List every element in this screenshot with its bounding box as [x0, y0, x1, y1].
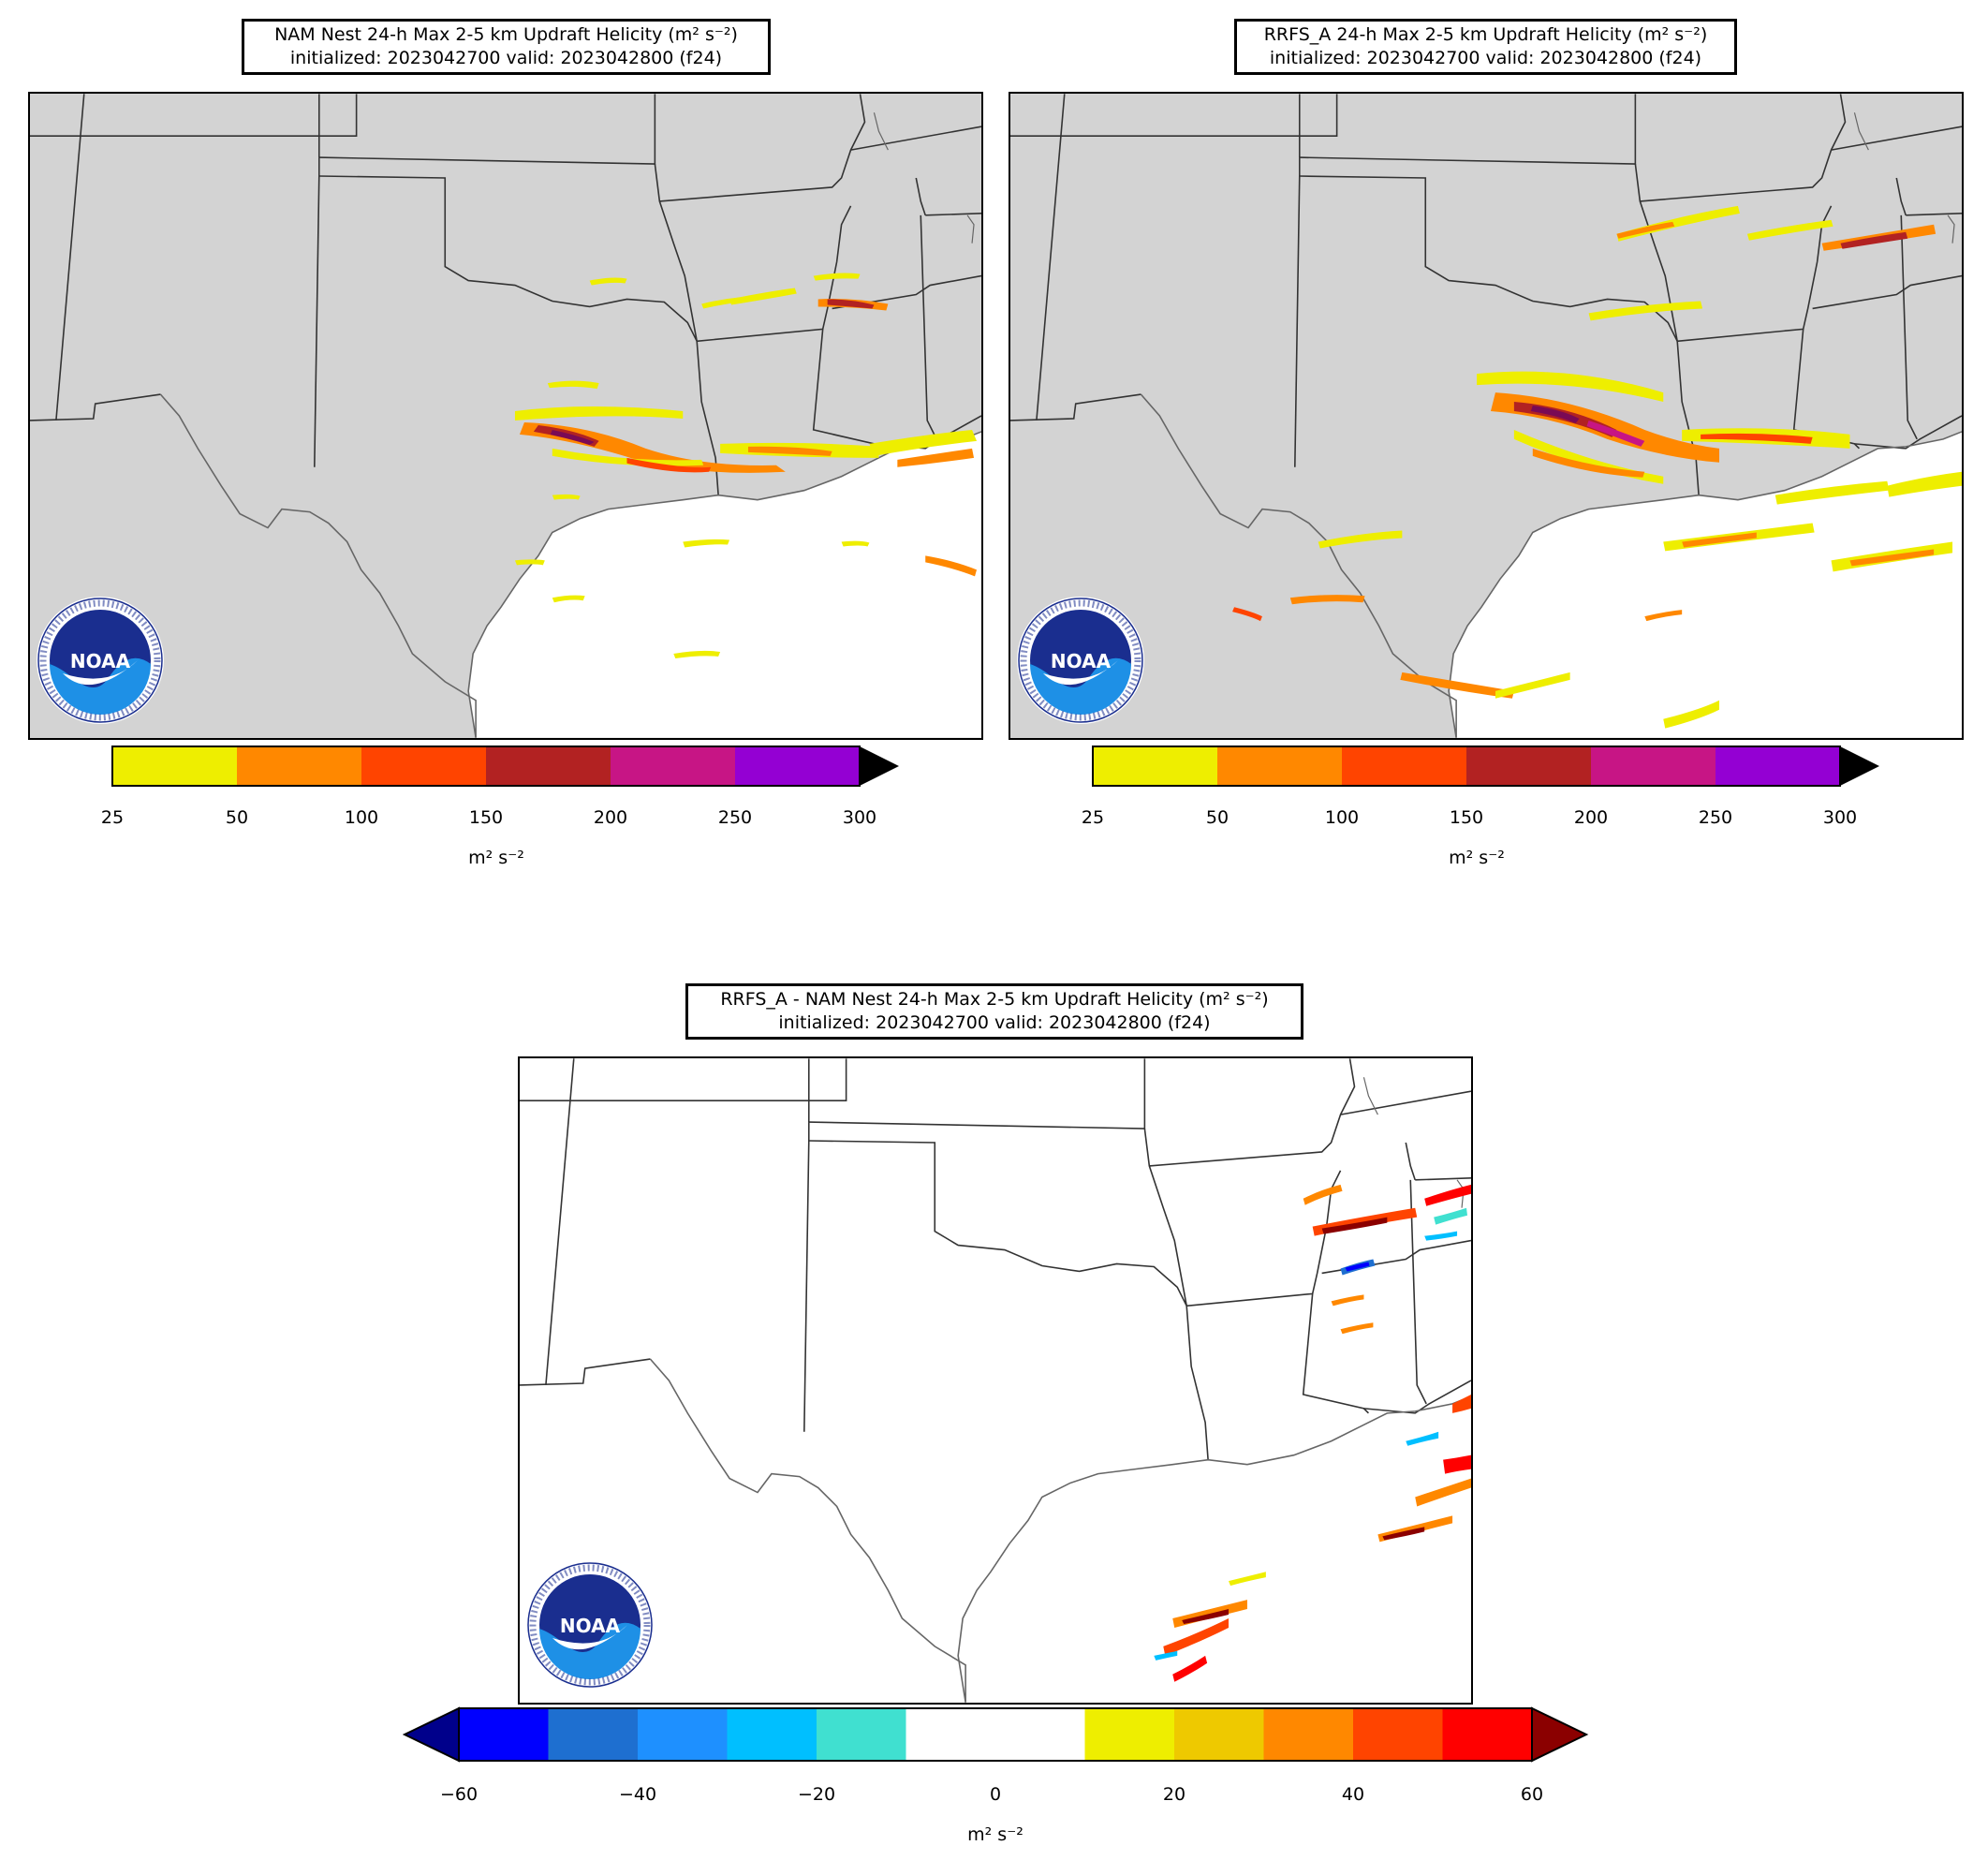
nam-colorbar-bin — [112, 746, 238, 786]
diff-map-svg — [520, 1058, 1471, 1703]
nam-title-box: NAM Nest 24-h Max 2-5 km Updraft Helicit… — [242, 19, 771, 75]
nam-colorbar-tick-label: 50 — [225, 807, 249, 828]
rrfs-colorbar-tick-label: 200 — [1573, 807, 1609, 828]
diff-colorbar-bin — [817, 1708, 906, 1761]
diff-colorbar-tick-label: −20 — [797, 1784, 836, 1805]
diff-noaa-logo-text: NOAA — [560, 1615, 621, 1637]
diff-colorbar-bin — [638, 1708, 728, 1761]
nam-map: NOAA — [28, 92, 983, 740]
nam-map-svg — [30, 94, 981, 738]
rrfs-colorbar-bin — [1716, 746, 1841, 786]
rrfs-colorbar-units: m² s⁻² — [1449, 848, 1505, 868]
rrfs-map: NOAA — [1009, 92, 1964, 740]
diff-colorbar-bin — [459, 1708, 549, 1761]
nam-title-line1: NAM Nest 24-h Max 2-5 km Updraft Helicit… — [274, 24, 738, 45]
nam-title-line2: initialized: 2023042700 valid: 202304280… — [289, 48, 723, 68]
rrfs-helicity-swaths — [1232, 205, 1962, 729]
rrfs-colorbar-tick-label: 100 — [1324, 807, 1360, 828]
diff-map: NOAA — [518, 1056, 1473, 1705]
rrfs-colorbar-tick-label: 25 — [1081, 807, 1105, 828]
diff-title-line2: initialized: 2023042700 valid: 202304280… — [778, 1012, 1211, 1033]
rrfs-colorbar-tick-label: 50 — [1205, 807, 1230, 828]
rrfs-colorbar-bin — [1591, 746, 1716, 786]
diff-colorbar-tick-label: 0 — [989, 1784, 1002, 1805]
nam-colorbar-bins — [112, 746, 861, 786]
rrfs-colorbar-bin — [1093, 746, 1218, 786]
nam-colorbar-bin — [237, 746, 362, 786]
diff-colorbar-tick-label: 20 — [1162, 1784, 1186, 1805]
rrfs-colorbar-bins — [1093, 746, 1841, 786]
diff-colorbar-bin — [995, 1708, 1085, 1761]
nam-colorbar-tick-label: 200 — [593, 807, 628, 828]
diff-colorbar-tick-label: 40 — [1341, 1784, 1365, 1805]
rrfs-colorbar-tick-label: 150 — [1449, 807, 1484, 828]
diff-colorbar-bin — [548, 1708, 639, 1761]
rrfs-colorbar-bin — [1342, 746, 1467, 786]
rrfs-title-line2: initialized: 2023042700 valid: 202304280… — [1269, 48, 1702, 68]
nam-noaa-logo: NOAA — [30, 590, 170, 731]
rrfs-colorbar-bin — [1217, 746, 1343, 786]
diff-colorbar-bin — [1084, 1708, 1175, 1761]
rrfs-noaa-logo-text: NOAA — [1051, 650, 1112, 672]
nam-colorbar-tick-label: 25 — [100, 807, 125, 828]
diff-title-box: RRFS_A - NAM Nest 24-h Max 2-5 km Updraf… — [685, 983, 1303, 1040]
rrfs-title-box: RRFS_A 24-h Max 2-5 km Updraft Helicity … — [1234, 19, 1737, 75]
diff-colorbar-bin — [727, 1708, 817, 1761]
rrfs-map-svg — [1010, 94, 1962, 738]
nam-helicity-swaths — [514, 273, 978, 658]
rrfs-title-line1: RRFS_A 24-h Max 2-5 km Updraft Helicity … — [1263, 24, 1708, 45]
rrfs-colorbar — [1092, 746, 1879, 787]
nam-colorbar-tick-label: 150 — [468, 807, 504, 828]
diff-colorbar-bin — [906, 1708, 996, 1761]
diff-colorbar-extend-low — [403, 1706, 460, 1763]
diff-colorbar-bin — [1442, 1708, 1533, 1761]
diff-colorbar-tick-label: −40 — [618, 1784, 657, 1805]
rrfs-colorbar-extend-arrow — [1840, 746, 1879, 786]
nam-colorbar-bin — [611, 746, 736, 786]
nam-colorbar-bin — [361, 746, 487, 786]
diff-title-line1: RRFS_A - NAM Nest 24-h Max 2-5 km Updraf… — [720, 989, 1269, 1010]
diff-colorbar-tick-label: −60 — [439, 1784, 479, 1805]
nam-colorbar-extend-arrow — [860, 746, 899, 786]
nam-colorbar-bin — [735, 746, 861, 786]
nam-colorbar-units: m² s⁻² — [468, 848, 524, 868]
nam-colorbar — [111, 746, 899, 787]
diff-colorbar-tick-label: 60 — [1520, 1784, 1544, 1805]
nam-noaa-logo-text: NOAA — [70, 650, 131, 672]
rrfs-noaa-logo: NOAA — [1010, 590, 1151, 731]
nam-colorbar-tick-label: 250 — [717, 807, 753, 828]
rrfs-colorbar-tick-label: 250 — [1698, 807, 1733, 828]
diff-colorbar-bins — [459, 1708, 1533, 1761]
diff-noaa-logo: NOAA — [520, 1555, 660, 1695]
nam-colorbar-tick-label: 100 — [344, 807, 379, 828]
rrfs-colorbar-bin — [1466, 746, 1592, 786]
diff-colorbar-bin — [1263, 1708, 1354, 1761]
nam-colorbar-tick-label: 300 — [842, 807, 877, 828]
rrfs-colorbar-tick-label: 300 — [1822, 807, 1858, 828]
diff-colorbar-bin — [1174, 1708, 1264, 1761]
diff-helicity-swaths — [1154, 1184, 1471, 1682]
diff-colorbar — [403, 1706, 1589, 1763]
diff-colorbar-bin — [1353, 1708, 1443, 1761]
diff-colorbar-units: m² s⁻² — [967, 1824, 1023, 1845]
nam-colorbar-bin — [486, 746, 611, 786]
diff-colorbar-extend-high — [1531, 1706, 1589, 1763]
